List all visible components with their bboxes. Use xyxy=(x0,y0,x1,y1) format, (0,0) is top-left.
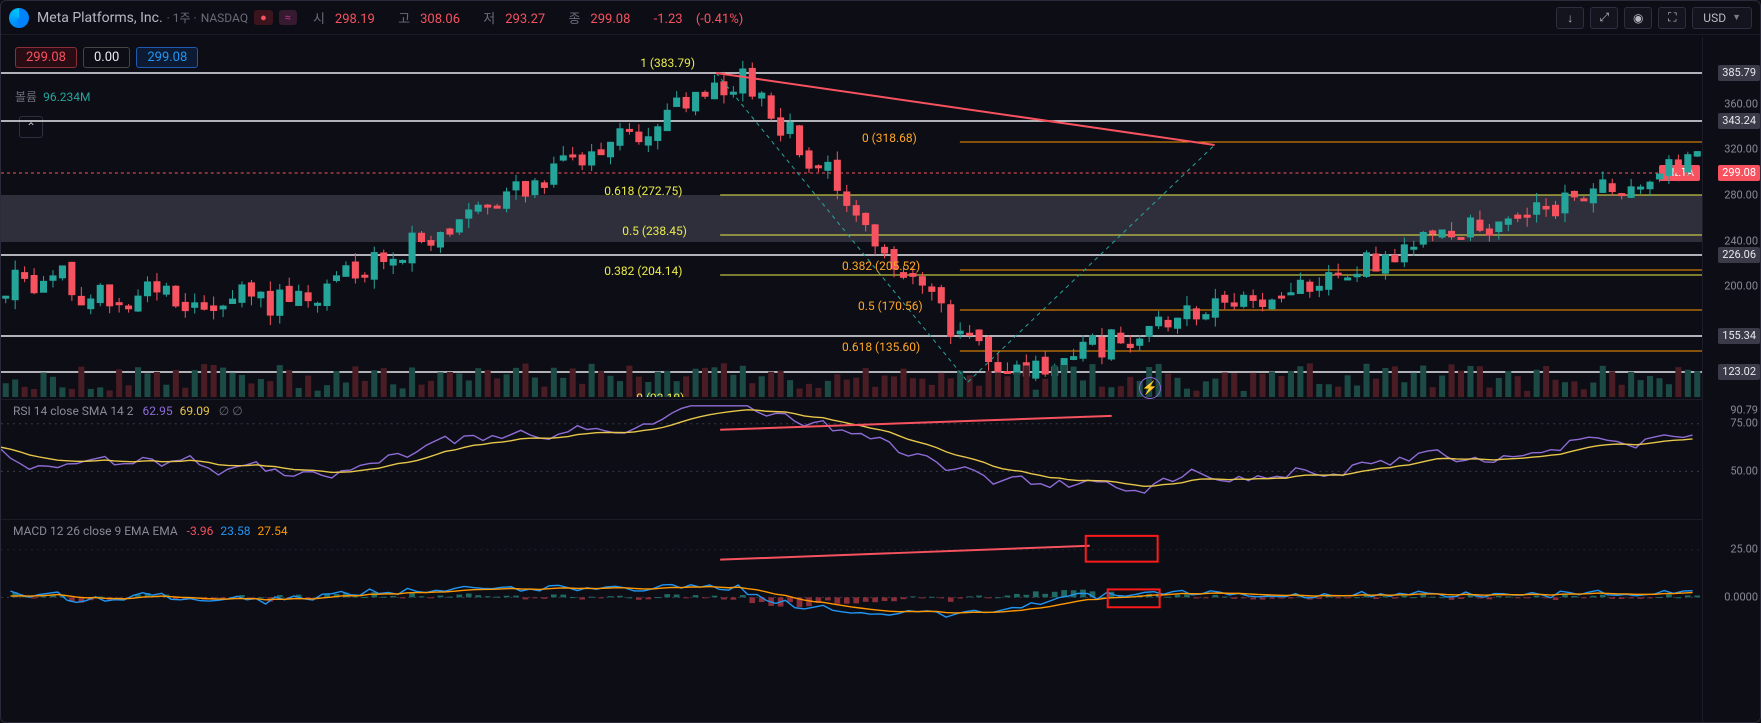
exchange-label: NASDAQ xyxy=(201,11,248,25)
symbol-name[interactable]: Meta Platforms, Inc. xyxy=(37,10,163,26)
currency-select[interactable]: USD▼ xyxy=(1692,7,1752,29)
topbar: Meta Platforms, Inc. · 1주 · NASDAQ ● ≈ 시… xyxy=(1,1,1760,35)
macd-pane[interactable]: MACD 12 26 close 9 EMA EMA -3.96 23.58 2… xyxy=(1,519,1702,637)
ohlc-readout: 시298.19 고308.06 저293.27 종299.08 -1.23 (-… xyxy=(313,8,753,27)
svg-text:0 (318.68): 0 (318.68) xyxy=(862,131,917,145)
price-axis[interactable]: 360.00320.00280.00240.00200.0090.79385.7… xyxy=(1702,37,1760,722)
top-right-controls: ↓ ⤢ ◉ ⛶ USD▼ xyxy=(1556,7,1752,29)
interval-label[interactable]: · 1주 · xyxy=(167,9,197,26)
chevron-down-icon: ▼ xyxy=(1732,12,1741,23)
macd-svg xyxy=(1,520,1702,637)
svg-text:0.382 (204.14): 0.382 (204.14) xyxy=(604,264,682,278)
trading-chart-app: Meta Platforms, Inc. · 1주 · NASDAQ ● ≈ 시… xyxy=(0,0,1761,723)
svg-text:0.618 (272.75): 0.618 (272.75) xyxy=(604,184,682,198)
replay-icon[interactable]: ⚡ xyxy=(1139,377,1161,399)
rsi-svg xyxy=(1,400,1702,517)
camera-icon[interactable]: ◉ xyxy=(1624,7,1652,29)
meta-logo-icon xyxy=(9,8,29,28)
svg-text:0.618 (135.60): 0.618 (135.60) xyxy=(842,340,920,354)
fullscreen-icon[interactable]: ⛶ xyxy=(1658,7,1686,29)
svg-text:0 (93.10): 0 (93.10) xyxy=(636,391,684,397)
status-pill-1: ● xyxy=(254,10,273,25)
svg-text:0.5 (170.56): 0.5 (170.56) xyxy=(858,299,923,313)
rsi-pane[interactable]: RSI 14 close SMA 14 2 62.95 69.09 ∅ ∅ xyxy=(1,399,1702,517)
status-pill-2: ≈ xyxy=(279,10,297,25)
main-chart-pane[interactable]: 1 (383.79) 0.618 (272.75) 0.5 (238.45) 0.38… xyxy=(1,37,1702,397)
svg-text:1 (383.79): 1 (383.79) xyxy=(640,56,695,70)
download-icon[interactable]: ↓ xyxy=(1556,7,1584,29)
main-chart-svg: 1 (383.79) 0.618 (272.75) 0.5 (238.45) 0.38… xyxy=(1,37,1702,397)
svg-text:0.5 (238.45): 0.5 (238.45) xyxy=(622,224,687,238)
collapse-icon[interactable]: ⤢ xyxy=(1590,7,1618,29)
svg-text:0.382 (205.52): 0.382 (205.52) xyxy=(842,259,920,273)
